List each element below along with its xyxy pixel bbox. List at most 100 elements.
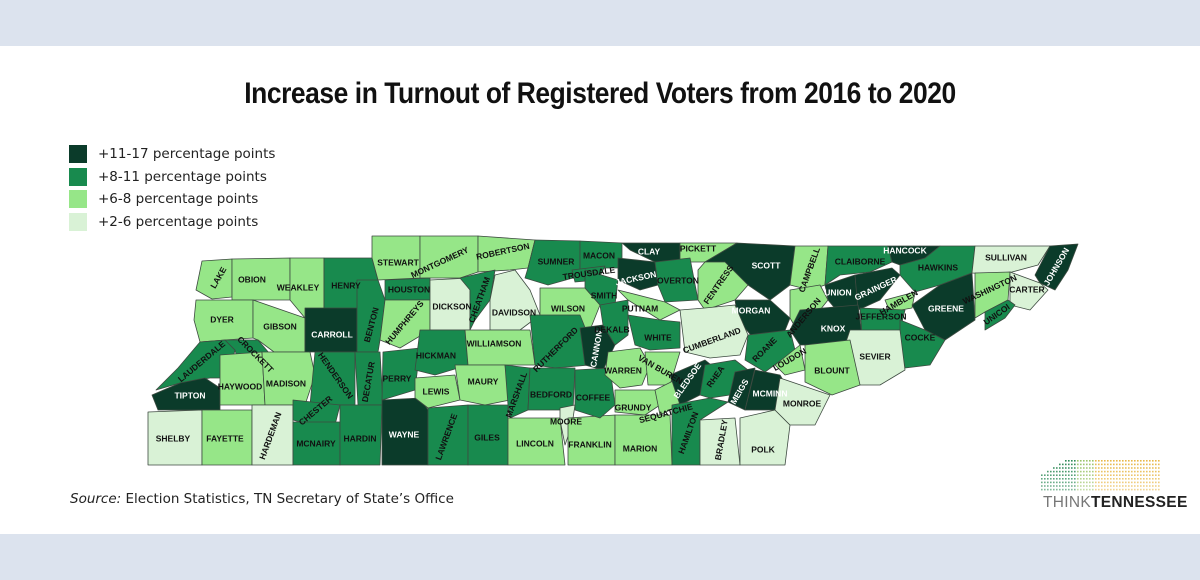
county-label: FAYETTE: [206, 433, 244, 443]
county-label: DAVIDSON: [492, 307, 536, 317]
county-label: WARREN: [604, 365, 642, 375]
county-label: DYER: [210, 314, 234, 324]
county-shapes: [147, 235, 1079, 466]
county-overton: [654, 257, 699, 303]
county-lake: [195, 258, 233, 300]
county-label: MACON: [583, 250, 615, 260]
legend: +11-17 percentage points +8-11 percentag…: [69, 143, 275, 233]
county-putnam: [617, 289, 681, 321]
source-note: Source: Election Statistics, TN Secretar…: [70, 491, 454, 507]
county-label: POLK: [751, 444, 775, 454]
county-label: MARION: [623, 443, 657, 453]
county-label: MONROE: [783, 398, 822, 408]
county-label: KNOX: [821, 323, 846, 333]
county-label: BEDFORD: [530, 389, 572, 399]
county-label: MCMINN: [753, 388, 788, 398]
legend-item-cat4: +2-6 percentage points: [69, 211, 275, 234]
county-label: HENRY: [331, 280, 361, 290]
county-label: JEFFERSON: [855, 311, 906, 321]
county-label: LEWIS: [423, 386, 450, 396]
county-label: GREENE: [928, 303, 964, 313]
county-label: WEAKLEY: [277, 282, 320, 292]
county-label: GRUNDY: [615, 402, 652, 412]
county-label: PUTNAM: [622, 303, 658, 313]
county-label: CARTER: [1009, 284, 1044, 294]
county-hickman: [414, 329, 469, 376]
county-label: MOORE: [550, 416, 582, 426]
county-label: GIBSON: [263, 321, 297, 331]
county-label: HANCOCK: [883, 245, 927, 255]
legend-swatch-cat3: [69, 190, 87, 209]
county-label: HARDIN: [343, 433, 376, 443]
legend-label: +8-11 percentage points: [98, 168, 267, 185]
county-montgomery: [419, 235, 479, 279]
county-johnson: [1034, 243, 1079, 291]
county-label: TIPTON: [174, 390, 205, 400]
legend-item-cat3: +6-8 percentage points: [69, 188, 275, 211]
county-hamblen: [884, 291, 916, 313]
county-label: MCNAIRY: [296, 438, 336, 448]
county-grundy: [614, 389, 661, 416]
county-label: HICKMAN: [416, 350, 456, 360]
county-label: SULLIVAN: [985, 252, 1027, 262]
county-polk: [739, 409, 791, 466]
county-label: STEWART: [377, 257, 419, 267]
county-label: WILLIAMSON: [467, 338, 522, 348]
county-cumberland: [679, 304, 749, 359]
county-label: SHELBY: [156, 433, 191, 443]
logo-tennessee: TENNESSEE: [1091, 494, 1188, 511]
county-coffee: [574, 367, 616, 419]
county-label: OVERTON: [657, 275, 699, 285]
county-label: WAYNE: [389, 429, 420, 439]
county-label: SCOTT: [752, 260, 782, 270]
county-unicoi: [984, 299, 1016, 331]
county-lincoln: [507, 417, 566, 466]
county-label: HOUSTON: [388, 284, 430, 294]
county-robertson: [477, 235, 536, 273]
county-davidson: [489, 269, 541, 331]
county-warren: [604, 347, 651, 389]
logo-think: THINK: [1043, 494, 1091, 511]
legend-label: +6-8 percentage points: [98, 191, 259, 208]
county-label: CLAY: [638, 246, 661, 256]
county-label: PERRY: [383, 373, 412, 383]
legend-label: +2-6 percentage points: [98, 213, 259, 230]
county-label: MAURY: [468, 376, 499, 386]
think-tennessee-logo-icon: [1041, 460, 1160, 491]
county-cheatham: [459, 269, 496, 331]
county-label: DEKALB: [594, 324, 629, 334]
county-blount: [804, 339, 861, 396]
county-fentress: [697, 261, 749, 311]
source-text: Election Statistics, TN Secretary of Sta…: [121, 491, 454, 507]
logo-wordmark: THINKTENNESSEE: [1043, 494, 1188, 512]
county-label: MADISON: [266, 378, 306, 388]
county-label: UNION: [824, 287, 851, 297]
county-label: MORGAN: [732, 305, 771, 315]
county-hardin: [339, 404, 383, 466]
county-label: LINCOLN: [516, 438, 554, 448]
county-macon: [579, 240, 623, 271]
legend-item-cat2: +8-11 percentage points: [69, 166, 275, 189]
county-maury: [454, 364, 511, 406]
county-white: [627, 314, 681, 351]
county-label: CARROLL: [311, 329, 353, 339]
county-lewis: [414, 374, 461, 409]
county-marshall: [504, 364, 531, 419]
legend-swatch-cat2: [69, 167, 87, 186]
county-madison: [261, 351, 316, 406]
county-jackson: [617, 257, 659, 291]
county-humphreys: [379, 299, 431, 349]
county-label: OBION: [238, 274, 266, 284]
county-williamson: [464, 329, 536, 366]
chart-title: Increase in Turnout of Registered Voters…: [244, 77, 956, 110]
county-label: COFFEE: [576, 392, 611, 402]
county-label: SUMNER: [538, 256, 575, 266]
county-label: WILSON: [551, 303, 585, 313]
county-label: CLAIBORNE: [835, 256, 886, 266]
county-label: HAYWOOD: [218, 381, 263, 391]
county-label: BLOUNT: [814, 365, 850, 375]
legend-item-cat1: +11-17 percentage points: [69, 143, 275, 166]
county-label: FRANKLIN: [568, 439, 611, 449]
county-label: WHITE: [644, 332, 672, 342]
